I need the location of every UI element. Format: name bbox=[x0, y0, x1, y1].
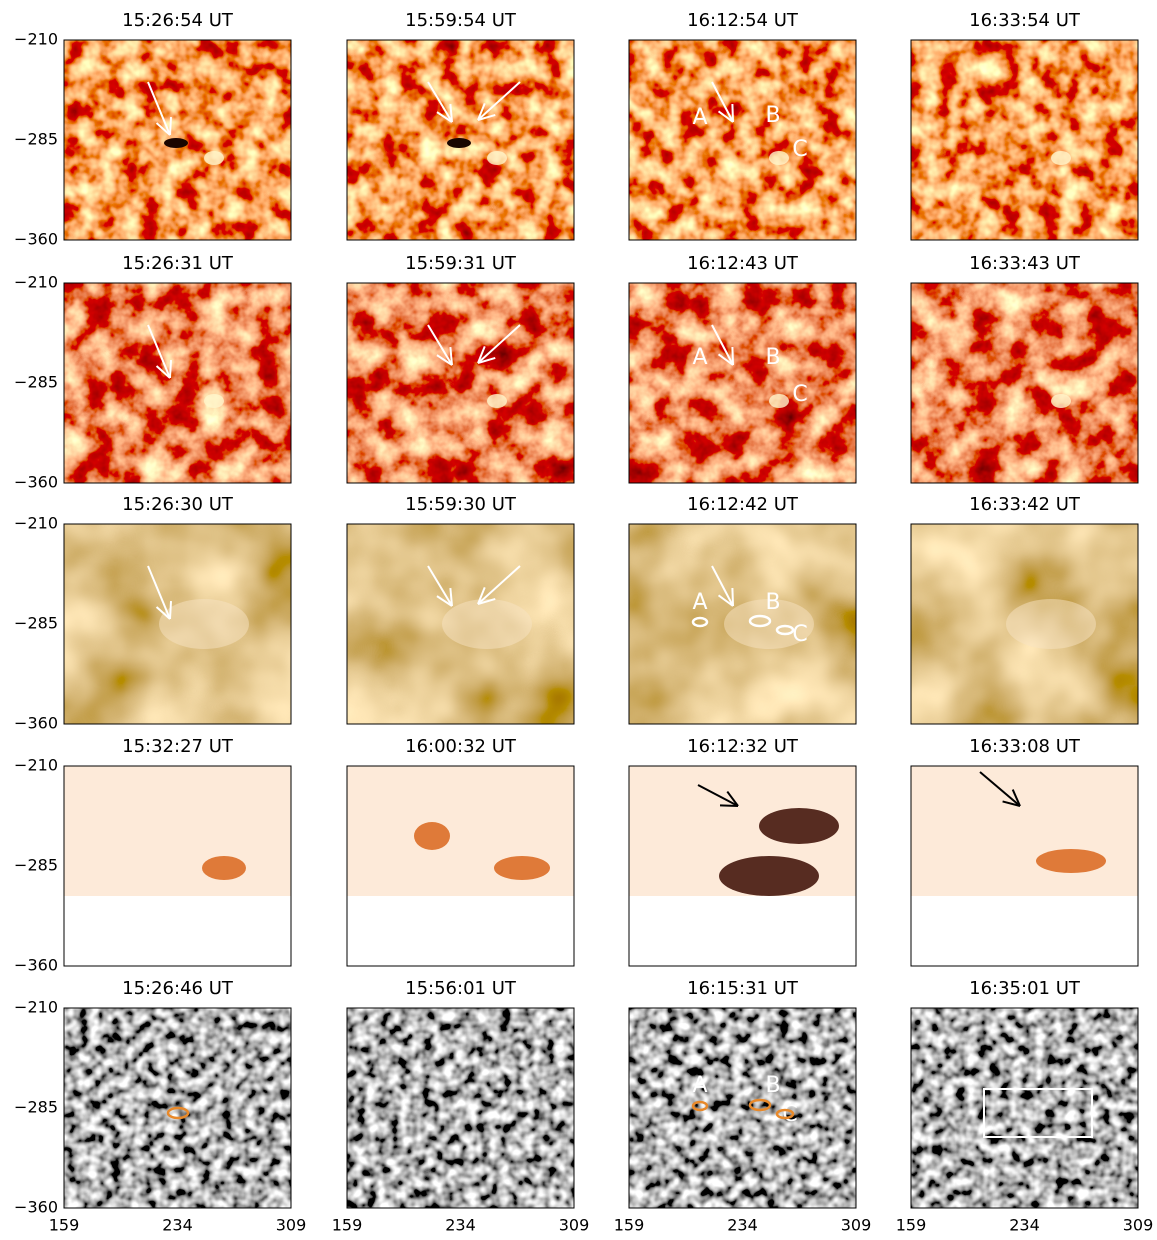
arrow-head bbox=[732, 588, 733, 606]
marker-label: B bbox=[765, 103, 780, 128]
image-panel bbox=[911, 283, 1138, 483]
panel-title: 16:15:31 UT bbox=[687, 978, 799, 999]
panel-title: 16:12:43 UT bbox=[687, 253, 799, 274]
x-tick-label: 309 bbox=[276, 1216, 307, 1235]
x-tick-label: 159 bbox=[332, 1216, 363, 1235]
panel-title: 16:35:01 UT bbox=[969, 978, 1081, 999]
x-tick-label: 159 bbox=[49, 1216, 80, 1235]
x-tick-label: 159 bbox=[896, 1216, 927, 1235]
bright-spot bbox=[487, 151, 507, 165]
bright-spot bbox=[204, 151, 224, 165]
y-tick-label: −285 bbox=[14, 856, 58, 875]
y-tick-label: −210 bbox=[14, 756, 58, 775]
panel-title: 15:26:46 UT bbox=[122, 978, 234, 999]
y-tick-label: −210 bbox=[14, 273, 58, 292]
dark-spot bbox=[447, 138, 471, 148]
panel-title: 15:56:01 UT bbox=[405, 978, 517, 999]
marker-label: C bbox=[792, 382, 807, 407]
bright-spot bbox=[487, 394, 507, 408]
panel-title: 15:32:27 UT bbox=[122, 736, 234, 757]
panel-title: 15:59:54 UT bbox=[405, 10, 517, 31]
marker-label: C bbox=[782, 1102, 797, 1127]
panel-title: 16:33:43 UT bbox=[969, 253, 1081, 274]
emission bbox=[719, 856, 819, 896]
y-tick-label: −360 bbox=[14, 230, 58, 249]
image-panel bbox=[629, 40, 856, 240]
marker-label: A bbox=[692, 1073, 707, 1098]
marker-label: C bbox=[792, 137, 807, 162]
marker-label: A bbox=[692, 105, 707, 130]
arrow-head bbox=[732, 347, 733, 365]
bright-spot bbox=[1051, 151, 1071, 165]
x-tick-label: 234 bbox=[1009, 1216, 1040, 1235]
bright-spot bbox=[1051, 394, 1071, 408]
image-panel bbox=[347, 283, 574, 483]
y-tick-label: −210 bbox=[14, 30, 58, 49]
x-tick-label: 309 bbox=[559, 1216, 590, 1235]
x-tick-label: 309 bbox=[841, 1216, 872, 1235]
emission bbox=[202, 856, 246, 880]
y-tick-label: −360 bbox=[14, 956, 58, 975]
image-panel bbox=[347, 1008, 574, 1208]
bright-spot bbox=[769, 394, 789, 408]
bright-spot bbox=[769, 151, 789, 165]
emission bbox=[414, 822, 450, 850]
image-panel bbox=[629, 1008, 856, 1208]
loops bbox=[159, 599, 249, 649]
x-tick-label: 234 bbox=[162, 1216, 193, 1235]
image-data bbox=[64, 766, 291, 896]
panel-title: 16:33:08 UT bbox=[969, 736, 1081, 757]
image-panel bbox=[911, 40, 1138, 240]
arrow-head bbox=[732, 104, 733, 122]
marker-label: C bbox=[792, 622, 807, 647]
marker-label: B bbox=[765, 590, 780, 615]
emission bbox=[494, 856, 550, 880]
y-tick-label: −360 bbox=[14, 714, 58, 733]
panel-title: 15:26:54 UT bbox=[122, 10, 234, 31]
arrow-head bbox=[170, 360, 171, 378]
marker-label: A bbox=[692, 345, 707, 370]
panel-title: 16:12:42 UT bbox=[687, 494, 799, 515]
dark-spot bbox=[164, 138, 188, 148]
y-tick-label: −285 bbox=[14, 373, 58, 392]
image-panel bbox=[64, 283, 291, 483]
loops bbox=[1006, 599, 1096, 649]
emission bbox=[1036, 849, 1106, 873]
y-tick-label: −285 bbox=[14, 1098, 58, 1117]
arrow-head bbox=[170, 117, 171, 135]
y-tick-label: −285 bbox=[14, 614, 58, 633]
marker-label: B bbox=[765, 1073, 780, 1098]
panel-title: 16:00:32 UT bbox=[405, 736, 517, 757]
panel-title: 16:12:54 UT bbox=[687, 10, 799, 31]
image-data bbox=[911, 766, 1138, 896]
marker-label: B bbox=[765, 345, 780, 370]
marker-label: A bbox=[692, 590, 707, 615]
panel-title: 15:26:31 UT bbox=[122, 253, 234, 274]
y-tick-label: −285 bbox=[14, 130, 58, 149]
y-tick-label: −360 bbox=[14, 473, 58, 492]
bright-spot bbox=[204, 394, 224, 408]
arrow-head bbox=[170, 601, 171, 619]
figure: 15:26:54 UT 15:59:54 UT 16:12:54 UT 16:33:5… bbox=[0, 0, 1157, 1236]
emission bbox=[759, 808, 839, 844]
arrow-head bbox=[720, 805, 738, 806]
x-tick-label: 159 bbox=[614, 1216, 645, 1235]
panel-title: 16:33:42 UT bbox=[969, 494, 1081, 515]
panel-title: 15:26:30 UT bbox=[122, 494, 234, 515]
x-tick-label: 309 bbox=[1123, 1216, 1154, 1235]
image-panel bbox=[911, 1008, 1138, 1208]
y-tick-label: −360 bbox=[14, 1198, 58, 1217]
panel-title: 15:59:30 UT bbox=[405, 494, 517, 515]
x-tick-label: 234 bbox=[445, 1216, 476, 1235]
panel-title: 15:59:31 UT bbox=[405, 253, 517, 274]
y-tick-label: −210 bbox=[14, 514, 58, 533]
y-tick-label: −210 bbox=[14, 998, 58, 1017]
panel-title: 16:33:54 UT bbox=[969, 10, 1081, 31]
panel-title: 16:12:32 UT bbox=[687, 736, 799, 757]
image-panel bbox=[629, 283, 856, 483]
loops bbox=[442, 599, 532, 649]
x-tick-label: 234 bbox=[727, 1216, 758, 1235]
